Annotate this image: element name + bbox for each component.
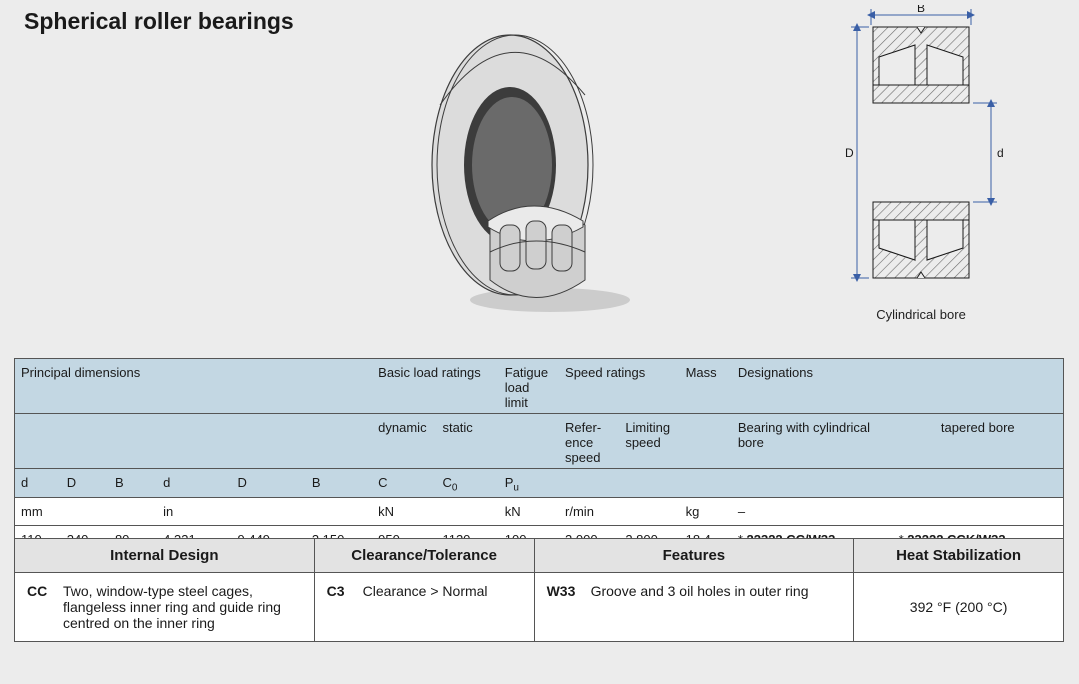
col-D: D [61,469,109,498]
dh-clearance: Clearance/Tolerance [314,539,534,573]
hdr-mass: Mass [680,359,732,414]
cell-features: W33Groove and 3 oil holes in outer ring [534,573,854,642]
bearing-3d-illustration [420,25,640,315]
hdr-ref-speed: Refer-ence speed [559,414,619,469]
col-B: B [109,469,157,498]
tech-drawing-container: B D d Cylindrical bore [791,5,1051,322]
hdr-designations: Designations [732,359,1064,414]
col-B-in: B [306,469,372,498]
hdr-static: static [436,414,498,469]
hdr-speed: Speed ratings [559,359,680,414]
col-d: d [15,469,61,498]
details-table: Internal Design Clearance/Tolerance Feat… [14,538,1064,642]
dim-label-d: d [997,146,1004,160]
cell-internal: CCTwo, window-type steel cages, flangele… [15,573,315,642]
hdr-dynamic: dynamic [372,414,436,469]
dim-label-B: B [917,5,925,15]
cell-heat: 392 °F (200 °C) [854,573,1064,642]
hdr-fatigue: Fatigue load limit [499,359,559,414]
col-C: C [372,469,436,498]
col-d-in: d [157,469,231,498]
page-title: Spherical roller bearings [24,8,294,35]
unit-mm: mm [15,497,158,525]
unit-rmin: r/min [559,497,680,525]
hdr-basic-load: Basic load ratings [372,359,499,414]
dh-internal: Internal Design [15,539,315,573]
cell-clearance: C3Clearance > Normal [314,573,534,642]
unit-dash: – [732,497,1064,525]
col-Pu: Pu [499,469,559,498]
hdr-principal: Principal dimensions [15,359,373,414]
tech-drawing: B D d [791,5,1051,300]
unit-in: in [157,497,372,525]
dh-features: Features [534,539,854,573]
dh-heat: Heat Stabilization [854,539,1064,573]
unit-kN1: kN [372,497,499,525]
col-D-in: D [232,469,306,498]
dim-label-D: D [845,146,854,160]
col-C0: C0 [436,469,498,498]
unit-kN2: kN [499,497,559,525]
tech-drawing-caption: Cylindrical bore [791,307,1051,322]
hdr-cyl-bore: Bearing with cylindrical bore [732,414,893,469]
hdr-tap-bore: tapered bore [893,414,1064,469]
hdr-lim-speed: Limiting speed [619,414,679,469]
spec-table: Principal dimensions Basic load ratings … [14,358,1064,554]
unit-kg: kg [680,497,732,525]
